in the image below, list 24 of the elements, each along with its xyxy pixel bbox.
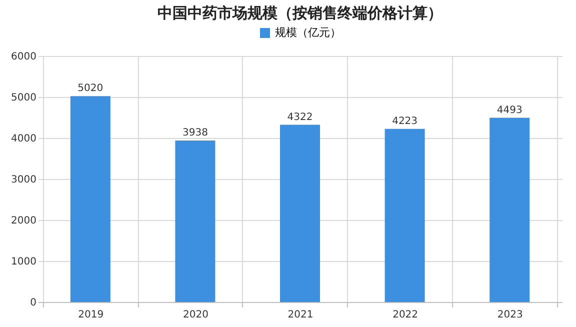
x-tick-label: 2021	[288, 310, 314, 320]
y-tick-label: 3000	[11, 174, 36, 186]
y-tick-label: 1000	[11, 256, 36, 268]
bar	[280, 124, 320, 302]
data-label: 4493	[496, 104, 522, 116]
x-tick-label: 2022	[392, 310, 418, 320]
data-label: 4322	[287, 112, 313, 123]
x-tick-label: 2020	[182, 310, 208, 320]
y-tick-label: 5000	[11, 92, 36, 104]
data-label: 3938	[182, 128, 208, 139]
bar	[175, 140, 216, 302]
y-tick-label: 2000	[11, 216, 36, 226]
y-tick-label: 4000	[11, 134, 36, 144]
data-label: 5020	[78, 83, 104, 94]
bar	[70, 96, 110, 302]
y-tick-label: 6000	[11, 52, 36, 62]
bar	[490, 118, 530, 302]
y-tick-label: 0	[30, 298, 36, 308]
x-tick-label: 2023	[497, 310, 523, 320]
x-tick-label: 2019	[78, 310, 104, 320]
legend-label: 规模（亿元）	[275, 26, 341, 39]
chart-title: 中国中药市场规模（按销售终端价格计算）	[158, 4, 442, 22]
data-label: 4223	[392, 116, 418, 127]
bar	[384, 128, 425, 302]
